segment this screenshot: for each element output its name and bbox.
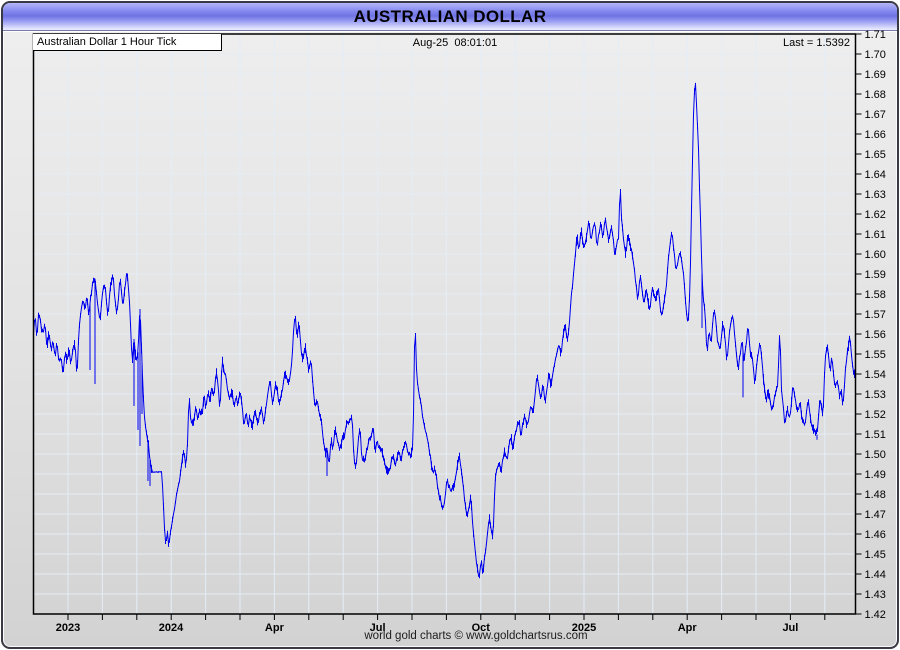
credit-footer: world gold charts © www.goldchartsrus.co… (364, 630, 588, 642)
window-title: AUSTRALIAN DOLLAR (353, 6, 547, 26)
last-price-label: Last = 1.5392 (783, 37, 850, 49)
chart-timestamp: Aug-25 08:01:01 (412, 37, 498, 49)
window-titlebar: AUSTRALIAN DOLLAR (3, 3, 897, 31)
chart-title-box: Australian Dollar 1 Hour Tick (33, 34, 222, 51)
